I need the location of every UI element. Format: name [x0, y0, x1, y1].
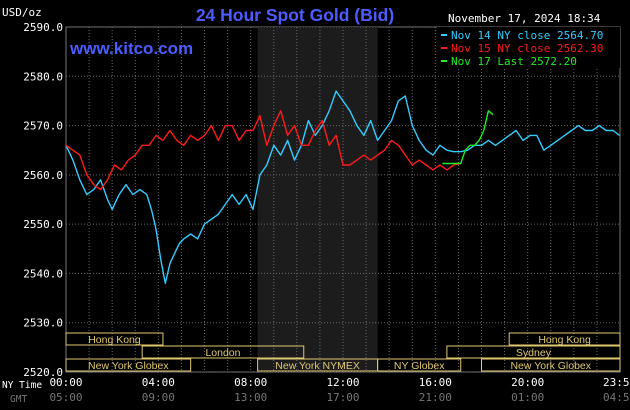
- x-tick-label: 12:00: [326, 376, 359, 389]
- session-bar: [377, 358, 462, 372]
- shaded-period: [257, 27, 378, 372]
- session-bar: [141, 345, 305, 359]
- gmt-tick-label: 21:00: [419, 391, 452, 404]
- y-tick-label: 2560.0: [23, 169, 63, 182]
- gmt-label: GMT: [10, 394, 27, 405]
- chart-title: 24 Hour Spot Gold (Bid): [196, 5, 394, 25]
- session-bar: [65, 358, 192, 372]
- gmt-tick-label: 09:00: [142, 391, 175, 404]
- session-label: New York Globex: [88, 360, 169, 372]
- ny-time-label: NY Time: [2, 380, 42, 391]
- gmt-tick-label: 17:00: [326, 391, 359, 404]
- unit-label: USD/oz: [2, 6, 42, 19]
- session-label: Hong Kong: [538, 334, 591, 346]
- y-tick-label: 2550.0: [23, 218, 63, 231]
- timestamp: November 17, 2024 18:34: [448, 12, 601, 25]
- legend-entry: Nov 14 NY close 2564.70: [451, 29, 603, 42]
- session-bar: [481, 358, 621, 372]
- series-line-1: [65, 90, 620, 284]
- series-line-2: [65, 110, 461, 191]
- y-tick-label: 2580.0: [23, 70, 63, 83]
- legend-entry: Nov 15 NY close 2562.30: [451, 42, 603, 55]
- gmt-tick-label: 13:00: [234, 391, 267, 404]
- x-tick-label: 16:00: [419, 376, 452, 389]
- session-label: NY Globex: [394, 360, 445, 372]
- y-tick-label: 2570.0: [23, 120, 63, 133]
- x-tick-label: 00:00: [49, 376, 82, 389]
- x-tick-label: 04:00: [142, 376, 175, 389]
- session-label: Hong Kong: [88, 334, 141, 346]
- session-label: Sydney: [516, 347, 552, 359]
- gmt-tick-label: 04:59: [603, 391, 630, 404]
- y-tick-label: 2590.0: [23, 21, 63, 34]
- site-url: www.kitco.com: [69, 39, 193, 58]
- session-label: London: [205, 347, 240, 359]
- x-tick-label: 20:00: [511, 376, 544, 389]
- x-tick-label: 08:00: [234, 376, 267, 389]
- session-bar: [508, 332, 621, 346]
- y-tick-label: 2520.0: [23, 366, 63, 379]
- y-tick-label: 2530.0: [23, 317, 63, 330]
- gmt-tick-label: 01:00: [511, 391, 544, 404]
- session-bar: [446, 345, 621, 359]
- y-tick-label: 2540.0: [23, 267, 63, 280]
- gmt-tick-label: 05:00: [49, 391, 82, 404]
- session-label: New York Globex: [510, 360, 591, 372]
- x-tick-label: 23:59: [603, 376, 630, 389]
- legend-entry: Nov 17 Last 2572.20: [451, 55, 577, 68]
- legend-box: [437, 27, 620, 68]
- series-line-3: [442, 110, 494, 165]
- session-bar: [65, 332, 164, 346]
- session-label: New York NYMEX: [275, 360, 360, 372]
